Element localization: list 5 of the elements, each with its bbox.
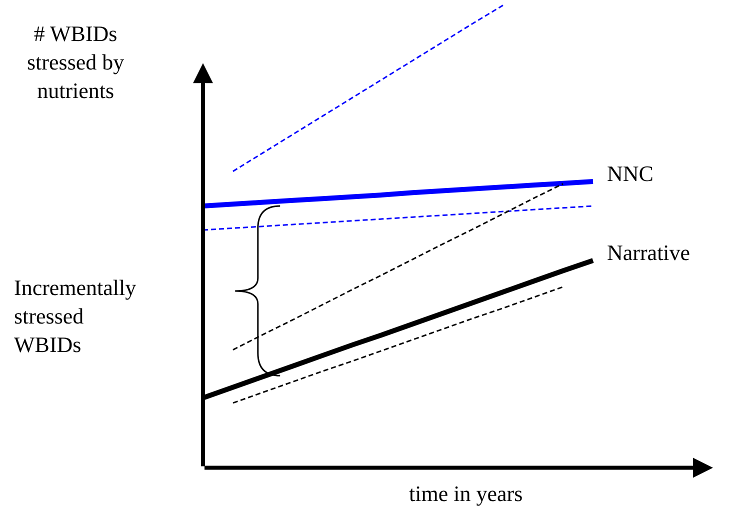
series-label: Narrative: [607, 240, 690, 265]
text: Incrementally stressed WBIDs: [14, 275, 136, 358]
x-axis-title: time in years: [409, 481, 523, 506]
series-label: NNC: [607, 161, 654, 186]
y-axis-title: # WBIDs stressed by nutrients: [27, 21, 124, 104]
